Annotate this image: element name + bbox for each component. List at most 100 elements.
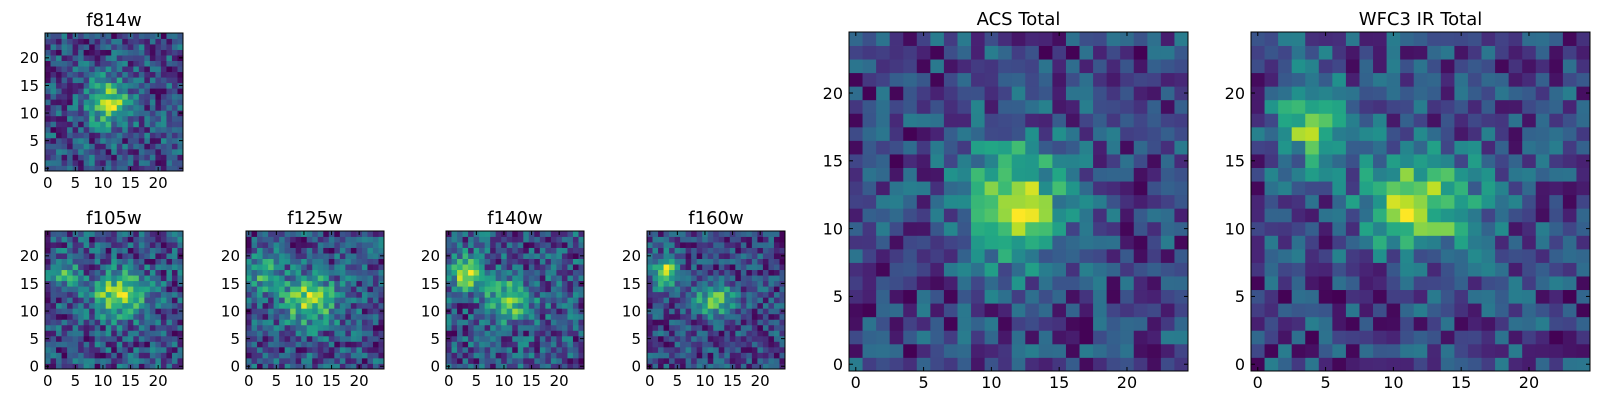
heatmap-cell bbox=[561, 280, 568, 287]
heatmap-cell bbox=[83, 88, 90, 95]
heatmap-cell bbox=[328, 264, 335, 271]
heatmap-cell bbox=[957, 303, 972, 318]
heatmap-cell bbox=[903, 59, 918, 74]
heatmap-cell bbox=[889, 113, 904, 128]
heatmap-cell bbox=[301, 335, 308, 342]
heatmap-cell bbox=[517, 335, 524, 342]
heatmap-cell bbox=[1318, 289, 1333, 304]
heatmap-cell bbox=[301, 341, 308, 348]
heatmap-cell bbox=[50, 44, 57, 50]
heatmap-cell bbox=[740, 308, 747, 315]
heatmap-cell bbox=[290, 319, 297, 326]
heatmap-cell bbox=[1495, 221, 1510, 236]
heatmap-cell bbox=[849, 221, 863, 236]
x-tick-label: 10 bbox=[93, 174, 112, 192]
heatmap-cell bbox=[246, 291, 252, 298]
heatmap-cell bbox=[572, 280, 579, 287]
heatmap-cell bbox=[762, 302, 769, 309]
heatmap-cell bbox=[111, 88, 118, 95]
heatmap-cell bbox=[691, 236, 698, 243]
heatmap-cell bbox=[567, 346, 574, 353]
heatmap-cell bbox=[1079, 32, 1094, 46]
heatmap-cell bbox=[116, 148, 123, 155]
heatmap-cell bbox=[1508, 316, 1523, 331]
heatmap-cell bbox=[1481, 72, 1496, 87]
heatmap-cell bbox=[669, 352, 675, 359]
heatmap-cell bbox=[56, 280, 62, 287]
heatmap-cell bbox=[707, 324, 714, 331]
heatmap-cell bbox=[1481, 316, 1496, 331]
heatmap-cell bbox=[468, 253, 474, 259]
heatmap-cell bbox=[67, 71, 73, 78]
heatmap-cell bbox=[372, 291, 379, 298]
heatmap-cell bbox=[1576, 330, 1591, 345]
heatmap-cell bbox=[1079, 289, 1094, 304]
heatmap-cell bbox=[1535, 208, 1550, 223]
heatmap-cell bbox=[1359, 113, 1374, 128]
heatmap-cell bbox=[669, 357, 675, 364]
heatmap-cell bbox=[306, 308, 313, 315]
heatmap-cell bbox=[1278, 167, 1293, 182]
heatmap-cell bbox=[1160, 276, 1175, 291]
heatmap-cell bbox=[718, 308, 725, 315]
y-tick-label: 15 bbox=[1225, 152, 1245, 171]
heatmap-cell bbox=[484, 297, 491, 304]
heatmap-cell bbox=[257, 357, 263, 364]
heatmap-cell bbox=[539, 346, 546, 353]
heatmap-cell bbox=[160, 324, 167, 331]
heatmap-cell bbox=[652, 286, 659, 293]
heatmap-cell bbox=[1359, 45, 1374, 60]
heatmap-cell bbox=[1535, 86, 1550, 101]
heatmap-cell bbox=[1467, 235, 1482, 250]
heatmap-cell bbox=[100, 346, 107, 353]
heatmap-cell bbox=[779, 302, 786, 309]
heatmap-cell bbox=[457, 363, 463, 370]
heatmap-cell bbox=[578, 247, 585, 254]
heatmap-cell bbox=[685, 231, 692, 237]
heatmap-cell bbox=[889, 221, 904, 236]
heatmap-cell bbox=[484, 231, 491, 237]
heatmap-cell bbox=[930, 235, 945, 250]
heatmap-cell bbox=[740, 258, 747, 265]
heatmap-cell bbox=[78, 247, 85, 254]
heatmap-cell bbox=[56, 38, 62, 45]
heatmap-cell bbox=[862, 248, 877, 263]
heatmap-cell bbox=[1359, 316, 1374, 331]
heatmap-cell bbox=[1079, 303, 1094, 318]
heatmap-cell bbox=[89, 324, 96, 331]
heatmap-cell bbox=[61, 60, 68, 67]
heatmap-cell bbox=[1038, 167, 1053, 182]
heatmap-cell bbox=[1413, 194, 1428, 209]
heatmap-cell bbox=[1038, 86, 1053, 101]
heatmap-cell bbox=[517, 324, 524, 331]
heatmap-cell bbox=[534, 302, 541, 309]
heatmap-cell bbox=[713, 247, 720, 254]
heatmap-cell bbox=[171, 143, 178, 150]
heatmap-cell bbox=[1052, 113, 1067, 128]
heatmap-cell bbox=[50, 352, 57, 359]
heatmap-cell bbox=[735, 253, 742, 259]
heatmap-cell bbox=[757, 341, 764, 348]
heatmap-cell bbox=[501, 264, 508, 271]
heatmap-cell bbox=[171, 352, 178, 359]
heatmap-cell bbox=[517, 330, 524, 337]
heatmap-cell bbox=[144, 148, 151, 155]
heatmap-cell bbox=[361, 291, 368, 298]
heatmap-cell bbox=[144, 165, 151, 172]
heatmap-cell bbox=[1133, 140, 1148, 155]
heatmap-cell bbox=[663, 242, 670, 248]
heatmap-cell bbox=[100, 60, 107, 67]
heatmap-cell bbox=[138, 341, 145, 348]
heatmap-cell bbox=[61, 231, 68, 237]
heatmap-cell bbox=[78, 324, 85, 331]
heatmap-cell bbox=[528, 247, 535, 254]
heatmap-cell bbox=[1562, 86, 1577, 101]
heatmap-cell bbox=[512, 286, 519, 293]
heatmap-cell bbox=[350, 264, 357, 271]
heatmap-cell bbox=[490, 341, 497, 348]
heatmap-cell bbox=[138, 104, 145, 111]
heatmap-cell bbox=[171, 115, 178, 122]
heatmap-cell bbox=[155, 154, 162, 161]
heatmap-cell bbox=[138, 77, 145, 84]
heatmap-cell bbox=[567, 302, 574, 309]
